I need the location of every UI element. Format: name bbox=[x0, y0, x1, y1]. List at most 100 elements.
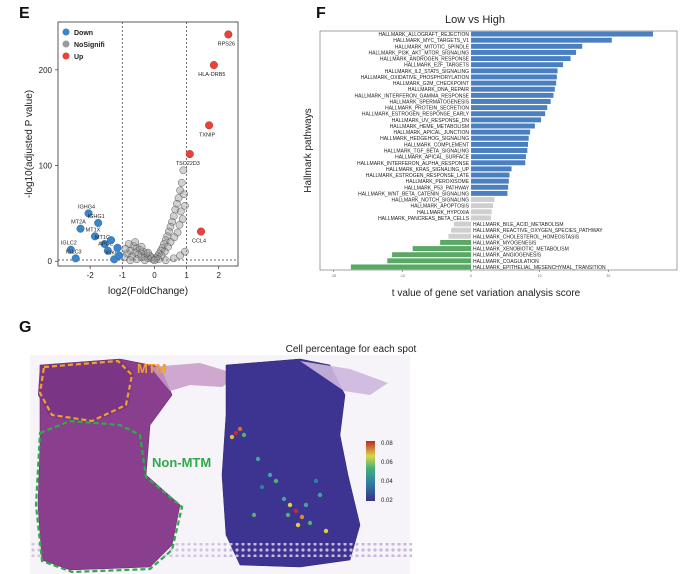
spot-hotspot bbox=[233, 430, 239, 436]
volcano-legend: Down NoSignifi Up bbox=[62, 28, 105, 61]
volcano-point-down bbox=[107, 236, 116, 245]
gsva-bar bbox=[471, 62, 564, 68]
gsva-x-tick-label-4: 20 bbox=[606, 274, 610, 278]
gsva-category-label: HALLMARK_CHOLESTEROL_HOMEOSTASIS bbox=[473, 234, 580, 240]
spot-map-fragment bbox=[300, 361, 388, 395]
volcano-point-down bbox=[115, 251, 124, 260]
gene-label-down: IGLC2 bbox=[61, 241, 77, 247]
volcano-point-ns bbox=[180, 190, 188, 199]
spot-hotspot bbox=[313, 478, 319, 484]
volcano-point-down bbox=[76, 224, 85, 233]
gsva-bar bbox=[471, 74, 557, 80]
volcano-point-ns bbox=[176, 207, 185, 216]
spot-hotspot bbox=[259, 484, 265, 490]
volcano-point-up bbox=[224, 30, 233, 39]
volcano-point-ns bbox=[181, 201, 189, 210]
he-tissue-fragment bbox=[150, 363, 240, 391]
gene-label-down: MT2A bbox=[71, 220, 86, 226]
gsva-bar bbox=[471, 123, 535, 129]
volcano-point-up bbox=[197, 227, 206, 236]
volcano-point-ns bbox=[126, 256, 135, 265]
gsva-category-label: HALLMARK_INTERFERON_ALPHA_RESPONSE bbox=[357, 161, 470, 167]
gsva-bar bbox=[471, 184, 509, 190]
gsva-category-label: HALLMARK_MITOTIC_SPINDLE bbox=[395, 44, 470, 50]
spot-hotspot bbox=[241, 432, 247, 438]
x-tick-label-1: -1 bbox=[119, 271, 127, 280]
volcano-point-ns bbox=[177, 178, 186, 187]
gsva-category-label: HALLMARK_OXIDATIVE_PHOSPHORYLATION bbox=[361, 75, 470, 81]
gsva-bar bbox=[471, 43, 583, 49]
gsva-category-label: HALLMARK_E2F_TARGETS bbox=[404, 63, 470, 69]
gsva-bar bbox=[471, 68, 558, 74]
colorbar-tick-label-3: 0.02 bbox=[381, 498, 393, 504]
volcano-point-ns bbox=[164, 243, 172, 251]
spot-hotspot bbox=[317, 492, 323, 498]
legend-swatch-nosignifi bbox=[62, 40, 70, 48]
spot-hotspot bbox=[287, 502, 293, 508]
panel-g-title: Cell percentage for each spot bbox=[285, 344, 417, 355]
volcano-point-ns bbox=[161, 256, 170, 265]
x-tick-label-3: 1 bbox=[184, 271, 189, 280]
gsva-category-label: HALLMARK_ANGIOGENESIS bbox=[473, 253, 542, 259]
volcano-point-ns bbox=[124, 240, 133, 248]
gsva-bar bbox=[471, 197, 495, 202]
gsva-bar bbox=[471, 190, 508, 196]
spot-hotspot bbox=[295, 522, 301, 528]
gsva-category-label: HALLMARK_UV_RESPONSE_DN bbox=[392, 118, 470, 124]
gsva-category-label: HALLMARK_IL2_STAT5_SIGNALING bbox=[385, 69, 469, 75]
spot-hotspot bbox=[251, 512, 257, 518]
gsva-bar bbox=[471, 111, 546, 117]
gsva-category-label: HALLMARK_COMPLEMENT bbox=[404, 142, 469, 148]
gene-label-down: IGHG1 bbox=[88, 214, 105, 220]
volcano-point-ns bbox=[160, 240, 168, 248]
spot-map-tissue bbox=[221, 358, 361, 568]
legend-label-down: Down bbox=[74, 30, 93, 37]
volcano-point-down bbox=[103, 246, 112, 255]
spot-hotspot bbox=[255, 456, 261, 462]
volcano-point-down bbox=[100, 239, 109, 248]
volcano-point-down bbox=[113, 243, 122, 252]
volcano-point-ns bbox=[166, 222, 175, 231]
gsva-category-label: HALLMARK_G2M_CHECKPOINT bbox=[393, 81, 469, 87]
spot-hotspot bbox=[229, 434, 235, 440]
gene-label-down: IGKC bbox=[106, 250, 119, 256]
x-tick-label-0: -2 bbox=[87, 271, 95, 280]
gene-label-up: RPS26 bbox=[218, 41, 235, 47]
gsva-x-tick-label-2: 0 bbox=[470, 274, 472, 278]
gsva-bar bbox=[471, 148, 528, 153]
gsva-bar bbox=[471, 154, 526, 160]
gsva-bar bbox=[471, 92, 554, 98]
gsva-category-label: HALLMARK_P53_PATHWAY bbox=[404, 185, 470, 191]
gsva-category-label: HALLMARK_ESTROGEN_RESPONSE_LATE bbox=[366, 173, 470, 179]
volcano-point-up bbox=[209, 61, 218, 70]
gene-label-up: TXNIP bbox=[199, 132, 216, 138]
spot-hotspot bbox=[323, 528, 329, 534]
non-mtm-label: Non-MTM bbox=[152, 455, 211, 470]
legend-label-up: Up bbox=[74, 54, 83, 61]
panel-label-f: F bbox=[316, 5, 326, 22]
volcano-point-up bbox=[205, 121, 214, 130]
gsva-category-label: HALLMARK_PANCREAS_BETA_CELLS bbox=[378, 216, 470, 222]
gsva-bar bbox=[471, 80, 557, 86]
x-tick-label-2: 0 bbox=[152, 271, 157, 280]
volcano-point-ns bbox=[137, 243, 146, 251]
spot-hotspot bbox=[307, 520, 313, 526]
he-tissue-mtm-region bbox=[38, 359, 134, 423]
gsva-bar bbox=[471, 203, 494, 209]
volcano-point-ns bbox=[144, 248, 152, 257]
gsva-bar bbox=[471, 172, 510, 178]
x-tick-label-4: 2 bbox=[216, 271, 221, 280]
y-tick-label-0: 0 bbox=[48, 257, 53, 266]
gsva-bar bbox=[471, 215, 491, 221]
gsva-bar bbox=[350, 264, 472, 270]
gsva-category-label: HALLMARK_ANDROGEN_RESPONSE bbox=[380, 57, 470, 63]
gsva-bar-chart: Low vs High -20 -10 0 10 20 HALLMARK_ALLOGRAFT… bbox=[303, 14, 678, 299]
gsva-category-label: HALLMARK_REACTIVE_OXYGEN_SPECIES_PATHWAY bbox=[473, 228, 603, 234]
gene-label-up: TSC22D3 bbox=[176, 161, 200, 167]
spot-hotspot bbox=[285, 512, 291, 518]
tissue-spatial-panel: MTM Non-MTM 0.08 0.06 0.04 0.02 bbox=[30, 355, 412, 574]
gsva-category-label: HALLMARK_WNT_BETA_CATENIN_SIGNALING bbox=[358, 191, 469, 197]
volcano-point-ns bbox=[131, 238, 139, 246]
gsva-bar bbox=[387, 258, 472, 264]
volcano-point-ns bbox=[173, 199, 181, 208]
